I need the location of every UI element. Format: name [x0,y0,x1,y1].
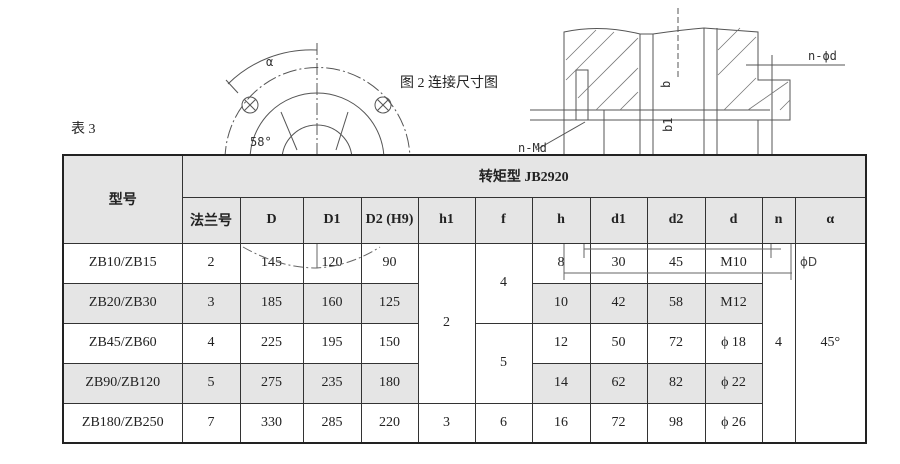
header-D: D [239,196,304,244]
cell-f: 6 [474,402,533,444]
table-caption: 表 3 [71,118,96,138]
cell-D2: 90 [360,242,419,284]
cell-flange: 7 [181,402,241,444]
cell-model: ZB10/ZB15 [62,242,183,284]
cell-flange: 4 [181,322,241,364]
table-row: ZB10/ZB15 2 145 120 90 2 4 8 30 45 M10 4… [62,242,867,444]
cell-d: M10 [704,242,763,284]
cell-d2: 98 [646,402,706,444]
cell-h1: 2 [417,242,476,404]
cell-D1: 285 [302,402,362,444]
table-row: ZB90/ZB120 5 275 235 180 14 62 82 ϕ 22 [62,362,866,404]
cell-d2: 58 [646,282,706,324]
cell-flange: 2 [181,242,241,284]
cell-D1: 160 [302,282,362,324]
cell-D1: 195 [302,322,362,364]
cell-d2: 45 [646,242,706,284]
table-row: ZB180/ZB250 7 330 285 220 3 6 16 72 98 ϕ… [62,402,866,444]
header-h1: h1 [417,196,476,244]
cell-alpha: 45° [794,242,867,444]
table-row: ZB20/ZB30 3 185 160 125 10 42 58 M12 [62,282,866,324]
n-phi-d-label: n-ϕd [808,49,837,63]
cell-d1: 30 [589,242,648,284]
cell-h: 16 [531,402,591,444]
cell-f: 4 [474,242,533,324]
cell-flange: 5 [181,362,241,404]
cell-D: 330 [239,402,304,444]
header-h: h [531,196,591,244]
header-row-columns: 法兰号 D D1 D2 (H9) h1 f h d1 d2 d n α [63,196,867,244]
header-D1: D1 [302,196,362,244]
cell-h1: 3 [417,402,476,444]
cell-D1: 120 [302,242,362,284]
cell-n: 4 [761,242,796,444]
table-caption-text: 表 3 [71,122,96,137]
cell-d1: 62 [589,362,648,404]
header-model: 型号 [62,154,183,244]
b-label: b [659,81,673,88]
cell-D1: 235 [302,362,362,404]
cell-d: ϕ 22 [704,362,763,404]
cell-d: ϕ 26 [704,402,763,444]
header-D2: D2 (H9) [360,196,419,244]
cell-D2: 125 [360,282,419,324]
cell-h: 8 [531,242,591,284]
header-flange: 法兰号 [181,196,241,244]
cell-d1: 72 [589,402,648,444]
cell-d: ϕ 18 [704,322,763,364]
cell-flange: 3 [181,282,241,324]
header-f: f [474,196,533,244]
cell-d2: 72 [646,322,706,364]
cell-model: ZB45/ZB60 [62,322,183,364]
angle-label: 58° [250,135,272,149]
cell-D2: 150 [360,322,419,364]
cell-h: 14 [531,362,591,404]
header-alpha: α [794,196,867,244]
cell-d2: 82 [646,362,706,404]
cell-D2: 180 [360,362,419,404]
cell-D: 225 [239,322,304,364]
cell-d: M12 [704,282,763,324]
cell-D: 145 [239,242,304,284]
alpha-label: α [266,55,273,69]
b1-label: b1 [661,118,675,132]
header-group-code: JB2920 [524,170,569,186]
header-row-group: 型号 转矩型 JB2920 [62,154,867,244]
header-d: d [704,196,763,244]
cell-h: 10 [531,282,591,324]
cell-f: 5 [474,322,533,404]
header-d1: d1 [589,196,648,244]
cell-D: 185 [239,282,304,324]
cell-D: 275 [239,362,304,404]
cell-D2: 220 [360,402,419,444]
header-group-prefix: 转矩型 [478,170,525,186]
figure-caption: 图 2 连接尺寸图 [400,76,498,91]
cell-d1: 42 [589,282,648,324]
table-row: ZB45/ZB60 4 225 195 150 5 12 50 72 ϕ 18 [62,322,866,404]
n-md-label: n-Md [518,141,547,155]
cell-h: 12 [531,322,591,364]
cell-model: ZB90/ZB120 [62,362,183,404]
cell-model: ZB180/ZB250 [62,402,183,444]
cell-d1: 50 [589,322,648,364]
header-d2: d2 [646,196,706,244]
dimension-table: 型号 转矩型 JB2920 法兰号 D D1 D2 (H9) h1 f h d1… [62,154,867,444]
header-n: n [761,196,796,244]
header-group: 转矩型 JB2920 [181,154,867,198]
cell-model: ZB20/ZB30 [62,282,183,324]
